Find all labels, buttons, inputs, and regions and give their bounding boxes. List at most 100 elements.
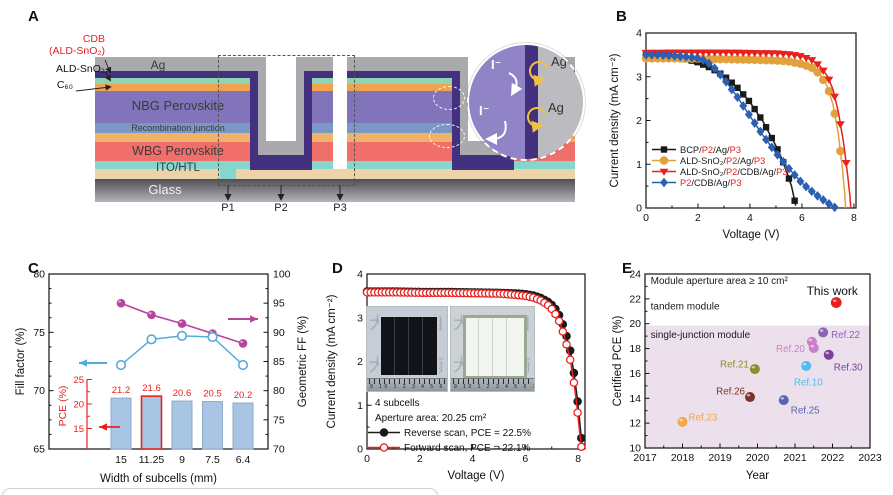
cdb-annotation-2: (ALD-SnO₂) [48,45,105,57]
svg-text:Fill factor (%): Fill factor (%) [15,327,27,395]
svg-text:Width of subcells (mm): Width of subcells (mm) [100,473,217,485]
svg-text:Ref.22: Ref.22 [831,330,860,341]
layer-ito-segment [95,161,220,169]
iodide-ion-label-2: I⁻ [479,103,490,118]
svg-text:single-junction module: single-junction module [651,330,751,341]
svg-text:21.6: 21.6 [142,383,161,394]
module-active-area [379,315,439,377]
ruler-numbers: 9 10 1 2 3 4 5 6 7 [454,384,535,390]
nbg-label: NBG Perovskite [131,98,225,113]
data-point [778,395,789,406]
svg-text:20.5: 20.5 [203,389,222,400]
svg-text:4: 4 [357,269,363,281]
p1-scribe-fill [220,161,236,179]
single-junction-band [645,325,870,448]
svg-text:Voltage (V): Voltage (V) [448,470,505,482]
svg-text:Ref.21: Ref.21 [720,360,749,371]
zoom-region-ellipse-2 [429,124,465,148]
svg-text:Forward scan, PCE = 22.1%: Forward scan, PCE = 22.1% [404,443,531,454]
panel-e-pce-scatter: 2017 2018 2019 2020 2021 2022 2023101214161820… [612,269,882,483]
svg-text:4: 4 [470,453,476,465]
svg-text:6: 6 [799,212,805,224]
scatter-points: Ref.23 Ref.26 Ref.21 Ref.25 Ref.10 Ref.20 Ref.… [677,284,863,427]
series-1 [362,288,586,452]
svg-text:2: 2 [357,356,363,368]
svg-text:2: 2 [636,115,642,127]
module-photo-front: 大 自 大 南 9 10 1 2 3 4 5 6 7 [366,306,448,392]
panel-b-label: B [616,8,627,25]
layer-ito-segment [236,161,250,169]
ag-arrow-1 [528,61,548,87]
p3-label: P3 [333,202,347,214]
svg-text:tandem module: tandem module [651,301,720,312]
svg-text:20.2: 20.2 [234,390,253,401]
svg-text:PCE (%): PCE (%) [57,386,69,427]
svg-text:20.6: 20.6 [173,388,192,399]
data-point [818,327,829,338]
cdb-annotation: CDB [82,33,105,45]
svg-text:Ref.26: Ref.26 [716,387,745,398]
module-photo-back: 大 自 大 南 9 10 1 2 3 4 5 6 7 [450,306,535,392]
svg-text:This work: This work [807,284,859,298]
svg-text:100: 100 [273,269,291,281]
module-back-area [463,315,527,379]
ruler: 9 10 1 2 3 4 5 6 7 [451,378,534,391]
inset-ion-arrows [485,61,548,145]
series-3 [642,50,839,213]
svg-text:12: 12 [629,418,641,430]
svg-text:22: 22 [629,293,641,305]
p2-label: P2 [274,202,288,214]
data-point [830,297,842,308]
ag-arrow-2 [526,107,546,133]
svg-text:Year: Year [746,470,769,482]
svg-text:2022: 2022 [821,452,845,464]
legend: 4 subcells Aperture area: 20.25 cm² Revers… [368,398,531,454]
svg-text:Current density (mA cm⁻²): Current density (mA cm⁻²) [326,294,338,428]
data-point [808,342,819,353]
svg-text:Ref.23: Ref.23 [689,412,718,423]
p2-trench-gap [266,57,296,141]
iodide-ion-label-1: I⁻ [491,57,502,72]
panel-c-label: C [28,260,39,277]
svg-text:2017: 2017 [633,452,657,464]
rj-label: Recombination junction [131,123,225,133]
svg-text:15: 15 [73,424,84,435]
svg-text:2020: 2020 [746,452,770,464]
svg-text:Ref.30: Ref.30 [834,362,863,373]
svg-text:18: 18 [629,343,641,355]
svg-text:Module aperture area ≥ 10 cm²: Module aperture area ≥ 10 cm² [651,276,789,287]
svg-text:0: 0 [636,203,642,215]
panel-b-jv-chart: 0 2 4 6 8 0 1 2 3 4 Voltage (V) Current density (mA… [609,28,857,242]
svg-text:ALD-SnO₂/P2/Ag/P3: ALD-SnO₂/P2/Ag/P3 [680,156,765,166]
svg-text:1: 1 [636,159,642,171]
ruler: 9 10 1 2 3 4 5 6 7 [367,378,447,391]
svg-text:2021: 2021 [783,452,807,464]
ag-ion-label-1: Ag [551,54,567,69]
svg-text:2019: 2019 [708,452,732,464]
data-point [749,364,760,375]
svg-text:2023: 2023 [858,452,882,464]
svg-text:9: 9 [179,454,185,466]
panel-d-label: D [332,260,343,277]
ruler-ticks [453,379,532,384]
data-point [801,360,812,371]
svg-text:BCP/P2/Ag/P3: BCP/P2/Ag/P3 [680,145,741,155]
data-point [745,392,755,403]
svg-text:3: 3 [357,312,363,324]
svg-text:90: 90 [273,327,285,339]
svg-text:20: 20 [73,400,84,411]
svg-text:Ref.20: Ref.20 [776,344,805,355]
panel-c-ff-chart: 65 70 75 80 70 75 80 85 90 95 100 15 11.25 9 7.5 6.4 Wid… [15,269,309,486]
fill-factor-series [115,330,249,371]
iodide-arrow-1 [508,72,523,97]
zoom-region-ellipse-1 [433,86,465,110]
page-edge-box [2,488,438,495]
panel-a-label: A [28,8,39,25]
data-point [677,416,688,427]
svg-text:0: 0 [357,444,363,456]
iodide-arrow-2 [485,120,507,145]
ag-label: Ag [150,58,166,72]
layer-glass [95,179,575,202]
layer-ito-segment [312,161,333,169]
svg-text:7.5: 7.5 [205,454,220,466]
